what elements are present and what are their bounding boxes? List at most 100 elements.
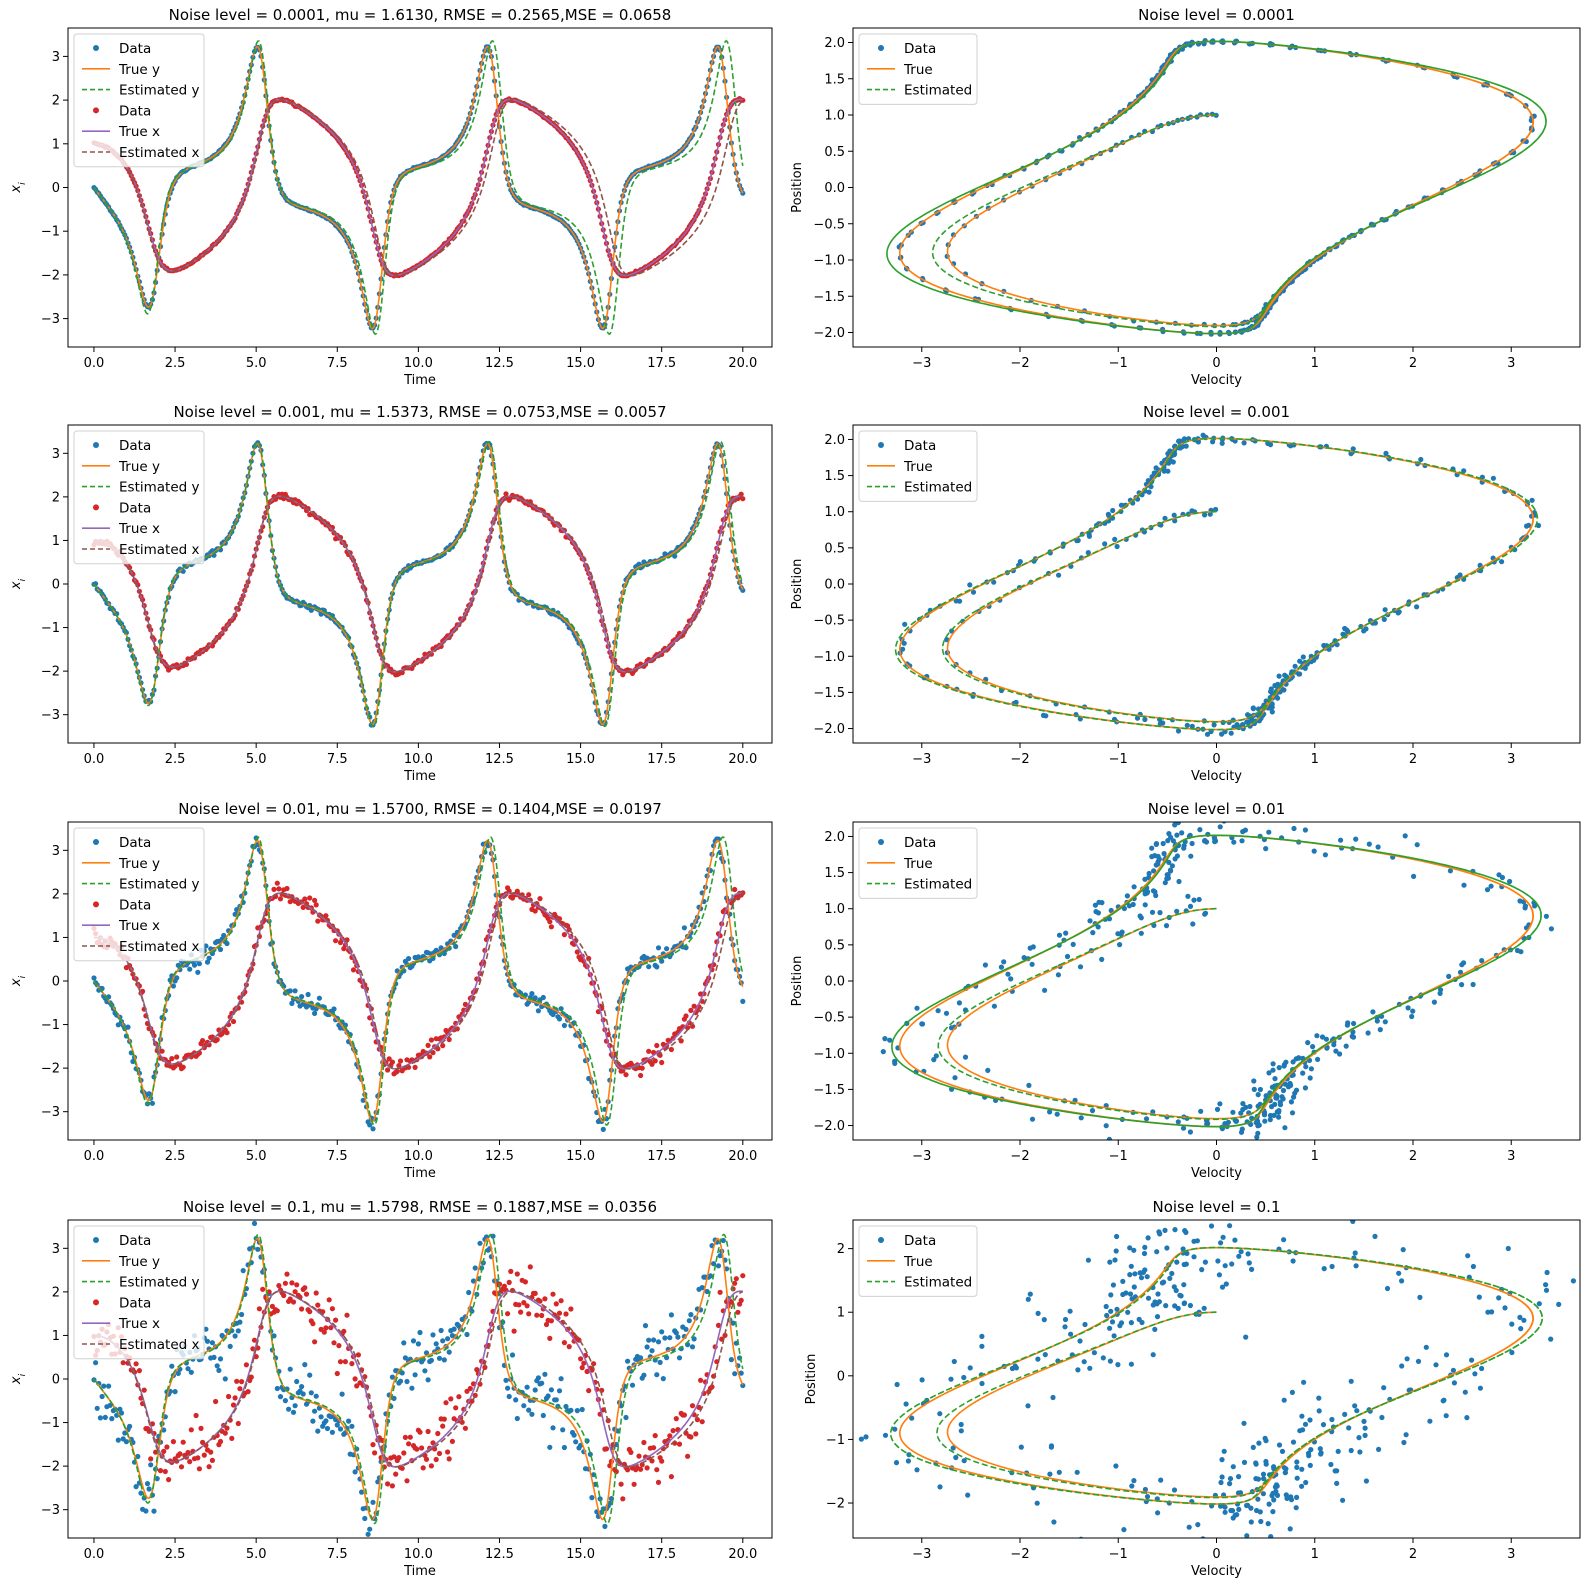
y-tick-label: −1.5 xyxy=(813,686,845,701)
data-point-x xyxy=(644,1465,650,1471)
data-point-y xyxy=(558,1376,564,1382)
data-point-x xyxy=(527,1264,533,1270)
data-point xyxy=(1114,1233,1120,1240)
y-tick-label: 3 xyxy=(52,447,60,462)
data-point-x xyxy=(312,1339,318,1345)
x-tick-label: 5.0 xyxy=(246,1547,267,1562)
data-point xyxy=(1167,867,1174,873)
data-point-x xyxy=(433,1456,439,1463)
legend-label: True xyxy=(903,856,933,872)
data-point-x xyxy=(514,1271,520,1277)
data-point xyxy=(1170,459,1176,465)
data-point-y xyxy=(542,1371,548,1377)
data-point xyxy=(1180,1125,1187,1131)
data-point-y xyxy=(505,1385,511,1391)
data-point xyxy=(1263,846,1269,852)
y-tick-label: 1 xyxy=(52,137,60,152)
data-point-y xyxy=(409,1385,415,1391)
subplot-4: Noise level = 0.001−3 −2 −1 0 1 2 3−2.0−1.5−1.… xyxy=(790,403,1581,784)
data-point xyxy=(1030,944,1036,950)
series-true-x xyxy=(94,98,744,277)
data-point xyxy=(1290,1258,1296,1264)
x-tick-label: 0 xyxy=(1212,1149,1220,1164)
data-point-x xyxy=(331,1340,337,1346)
data-point-y xyxy=(440,1338,446,1344)
data-point xyxy=(1008,976,1014,982)
y-tick-label: 0 xyxy=(52,1373,60,1388)
y-tick-label: 3 xyxy=(52,844,60,859)
data-point xyxy=(1115,1362,1121,1368)
data-point xyxy=(887,1037,893,1043)
legend-label: Data xyxy=(119,438,151,454)
data-point-x xyxy=(673,1416,679,1422)
data-point xyxy=(1005,971,1011,977)
data-point xyxy=(982,962,989,968)
x-tick-label: 17.5 xyxy=(647,356,676,371)
data-point-y xyxy=(406,956,412,962)
data-point-x xyxy=(323,913,329,919)
data-point xyxy=(1301,1379,1307,1385)
data-point-y xyxy=(602,1523,608,1529)
data-point xyxy=(1029,961,1035,967)
data-point xyxy=(1310,1044,1316,1050)
data-point xyxy=(1344,1022,1350,1028)
data-point xyxy=(1543,1287,1550,1293)
data-point-x xyxy=(355,1352,361,1358)
y-tick-label: −1 xyxy=(41,621,60,636)
data-point-y xyxy=(740,998,746,1005)
data-point-x xyxy=(282,1280,288,1286)
data-point-y xyxy=(548,1387,555,1393)
data-point-y xyxy=(308,1390,314,1396)
data-point-y xyxy=(659,1329,665,1335)
legend-item: Estimated y xyxy=(82,83,199,99)
x-tick-label: 17.5 xyxy=(647,1547,676,1562)
y-tick-label: 2.0 xyxy=(824,433,845,448)
data-point-x xyxy=(651,1445,657,1451)
x-tick-label: −1 xyxy=(1109,356,1128,371)
data-point-x xyxy=(553,1301,559,1307)
data-point-x xyxy=(404,1478,410,1484)
data-point-x xyxy=(302,896,308,902)
data-point-x xyxy=(558,1298,564,1304)
y-tick-label: −1 xyxy=(41,225,60,240)
data-point xyxy=(1050,1394,1056,1401)
y-tick-label: 3 xyxy=(52,50,60,65)
data-point-y xyxy=(292,988,298,994)
data-point-x xyxy=(419,1445,425,1451)
data-point-x xyxy=(315,1302,321,1308)
data-point xyxy=(1270,1067,1276,1073)
data-point-y xyxy=(660,1376,666,1382)
data-point xyxy=(1176,878,1182,885)
subplot-title: Noise level = 0.01, mu = 1.5700, RMSE = … xyxy=(178,800,662,818)
legend-label: True xyxy=(903,62,933,78)
subplot-title: Noise level = 0.1 xyxy=(1152,1198,1280,1216)
data-point-x xyxy=(389,1483,395,1489)
data-point xyxy=(1179,830,1185,836)
data-point xyxy=(1461,882,1467,888)
data-point xyxy=(1042,987,1048,993)
data-point xyxy=(1556,1301,1562,1307)
data-point xyxy=(1322,852,1328,858)
data-point xyxy=(1029,1116,1036,1122)
data-point-x xyxy=(344,1312,350,1318)
y-tick-label: 1.0 xyxy=(824,109,845,124)
data-point-y xyxy=(676,1355,683,1361)
data-point-x xyxy=(372,1450,378,1456)
data-point xyxy=(1267,1117,1273,1123)
legend-label: Data xyxy=(119,1233,151,1249)
data-point-y xyxy=(629,1382,636,1388)
data-point-x xyxy=(389,1059,395,1065)
data-point xyxy=(1465,1253,1471,1259)
data-point-y xyxy=(287,1366,293,1372)
data-point xyxy=(1056,932,1063,938)
y-tick-label: 2.0 xyxy=(824,830,845,845)
data-point-y xyxy=(362,1515,368,1522)
data-point-y xyxy=(97,1415,103,1421)
x-tick-label: 2.5 xyxy=(165,752,186,767)
data-point-y xyxy=(316,995,322,1001)
data-point xyxy=(1283,1059,1289,1065)
x-tick-label: 12.5 xyxy=(485,752,514,767)
data-point xyxy=(1221,822,1227,824)
plot-area xyxy=(894,432,1542,737)
data-point xyxy=(1303,1064,1309,1070)
